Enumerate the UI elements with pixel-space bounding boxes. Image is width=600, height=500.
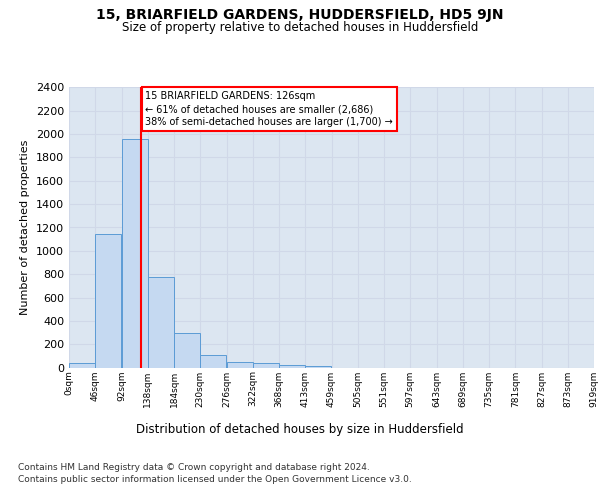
- Bar: [69, 364, 95, 368]
- Y-axis label: Number of detached properties: Number of detached properties: [20, 140, 31, 315]
- Bar: [148, 277, 174, 368]
- Text: Contains public sector information licensed under the Open Government Licence v3: Contains public sector information licen…: [18, 475, 412, 484]
- Text: 15, BRIARFIELD GARDENS, HUDDERSFIELD, HD5 9JN: 15, BRIARFIELD GARDENS, HUDDERSFIELD, HD…: [96, 8, 504, 22]
- Text: Contains HM Land Registry data © Crown copyright and database right 2024.: Contains HM Land Registry data © Crown c…: [18, 462, 370, 471]
- Bar: [279, 364, 305, 368]
- Bar: [200, 355, 226, 368]
- Bar: [95, 234, 121, 368]
- Text: 15 BRIARFIELD GARDENS: 126sqm
← 61% of detached houses are smaller (2,686)
38% o: 15 BRIARFIELD GARDENS: 126sqm ← 61% of d…: [145, 91, 393, 128]
- Bar: [253, 363, 279, 368]
- Text: Distribution of detached houses by size in Huddersfield: Distribution of detached houses by size …: [136, 422, 464, 436]
- Bar: [305, 366, 331, 368]
- Text: Size of property relative to detached houses in Huddersfield: Size of property relative to detached ho…: [122, 21, 478, 34]
- Bar: [122, 139, 148, 368]
- Bar: [227, 362, 253, 368]
- Bar: [174, 332, 200, 368]
